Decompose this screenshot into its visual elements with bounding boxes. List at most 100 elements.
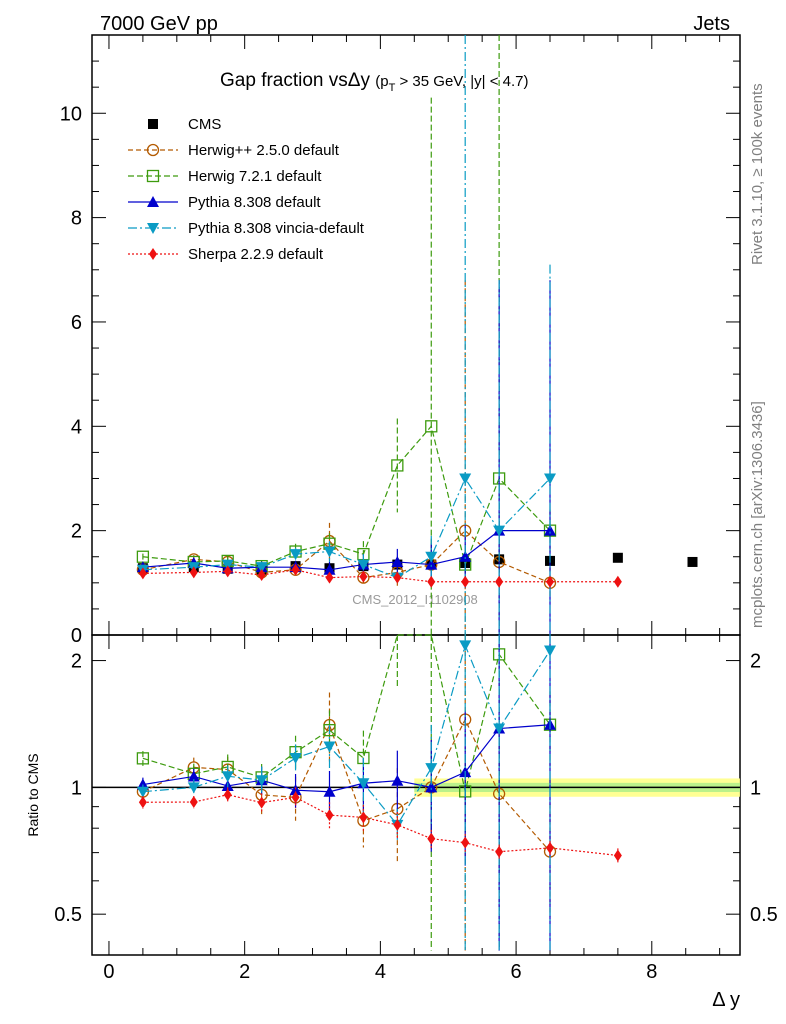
- header-process: Jets: [693, 13, 730, 35]
- legend-marker: [147, 196, 159, 207]
- data-point: [323, 563, 336, 575]
- ratio-tick-label: 1: [71, 777, 82, 799]
- data-point: [359, 570, 368, 583]
- ratio-point: [291, 791, 300, 804]
- data-point: [223, 565, 232, 578]
- series-line: [142, 477, 551, 579]
- ratio-point: [613, 849, 622, 862]
- data-point: [425, 420, 438, 433]
- ratio-point: [325, 809, 334, 822]
- data-point: [461, 575, 470, 588]
- legend-marker: [148, 119, 158, 129]
- ratio-point: [323, 741, 336, 753]
- ratio-point: [221, 771, 234, 783]
- legend-label: Herwig 7.2.1 default: [188, 168, 322, 185]
- ratio-series-line: [142, 643, 551, 826]
- ratio-point: [189, 796, 198, 809]
- ratio-point: [461, 836, 470, 849]
- ratio-tick-label: 0.5: [54, 904, 82, 926]
- x-tick-label: 0: [103, 961, 114, 983]
- legend-marker: [146, 143, 160, 157]
- data-point: [138, 567, 147, 580]
- ratio-point: [187, 782, 200, 794]
- legend-marker: [146, 169, 160, 183]
- ratio-point: [357, 778, 370, 790]
- ratio-point: [255, 775, 268, 787]
- data-point: [289, 549, 302, 561]
- ratio-point: [427, 832, 436, 845]
- ratio-point: [425, 781, 438, 793]
- ratio-tick-label-right: 0.5: [750, 904, 778, 926]
- ratio-point: [187, 770, 200, 782]
- data-point: [427, 575, 436, 588]
- y-tick-label: 0: [71, 625, 82, 647]
- legend-label: Pythia 8.308 vincia-default: [188, 220, 365, 237]
- data-point: [221, 559, 234, 571]
- mcplots-source-label: mcplots.cern.ch [arXiv:1306.3436]: [749, 401, 766, 628]
- data-point: [459, 550, 472, 562]
- ratio-point: [391, 774, 404, 786]
- x-tick-label: 6: [511, 961, 522, 983]
- ratio-point: [495, 845, 504, 858]
- x-tick-label: 8: [646, 961, 657, 983]
- ratio-point: [493, 723, 506, 735]
- ratio-point: [138, 796, 147, 809]
- data-point: [357, 559, 370, 571]
- y-tick-label: 8: [71, 208, 82, 230]
- ratio-tick-label-right: 1: [750, 777, 761, 799]
- header-energy: 7000 GeV pp: [100, 13, 218, 35]
- legend-label: Herwig++ 2.5.0 default: [188, 142, 340, 159]
- x-tick-labels: 0 2 4 6 8: [103, 961, 657, 983]
- data-point: [391, 555, 404, 567]
- ratio-point: [425, 763, 438, 775]
- y-tick-label: 6: [71, 312, 82, 334]
- data-point: [687, 556, 698, 567]
- ratio-point: [136, 786, 149, 798]
- ratio-point: [289, 784, 302, 796]
- data-point: [425, 558, 438, 570]
- legend-label: Pythia 8.308 default: [188, 194, 321, 211]
- series-line: [142, 530, 551, 571]
- legend-marker: [149, 248, 157, 260]
- data-point: [613, 575, 622, 588]
- data-point: [323, 546, 336, 558]
- chart-marks: [92, 35, 740, 955]
- data-point: [425, 551, 438, 563]
- ratio-point: [359, 811, 368, 824]
- data-point: [257, 569, 266, 581]
- ratio-tick-labels-right: 0.5 1 2: [750, 651, 778, 927]
- ratio-point: [289, 752, 302, 764]
- data-point: [546, 575, 555, 588]
- ratio-tick-labels: 0.5 1 2: [54, 651, 82, 927]
- ratio-point: [544, 645, 557, 657]
- data-point: [189, 566, 198, 579]
- chart-title: Gap fraction vsΔy (pT > 35 GeV, |y| < 4.…: [220, 70, 528, 94]
- ratio-tick-label: 2: [71, 651, 82, 673]
- rivet-version-label: Rivet 3.1.10, ≥ 100k events: [749, 83, 766, 265]
- data-point: [255, 562, 268, 574]
- x-axis-label: Δ y: [712, 989, 740, 1011]
- ratio-y-axis-label: Ratio to CMS: [25, 753, 41, 836]
- series-line: [142, 425, 551, 567]
- ratio-point: [459, 640, 472, 652]
- analysis-watermark: CMS_2012_I1102908: [352, 592, 478, 607]
- x-tick-label: 2: [239, 961, 250, 983]
- data-point: [612, 552, 623, 563]
- y-tick-label: 10: [60, 103, 82, 125]
- data-point: [544, 524, 557, 536]
- y-tick-labels: 0 2 4 6 8 10: [60, 103, 82, 647]
- ratio-point: [257, 796, 266, 809]
- ratio-point: [223, 788, 232, 801]
- ratio-point: [323, 724, 336, 737]
- data-point: [291, 563, 300, 576]
- legend-marker: [147, 223, 159, 234]
- legend-label: Sherpa 2.2.9 default: [188, 246, 324, 263]
- legend-label: CMS: [188, 116, 221, 133]
- ratio-point: [393, 818, 402, 831]
- y-tick-label: 4: [71, 416, 82, 438]
- legend: CMS Herwig++ 2.5.0 default Herwig 7.2.1 …: [188, 116, 365, 263]
- data-point: [459, 473, 472, 485]
- data-point: [393, 571, 402, 584]
- ratio-series-line: [142, 724, 551, 793]
